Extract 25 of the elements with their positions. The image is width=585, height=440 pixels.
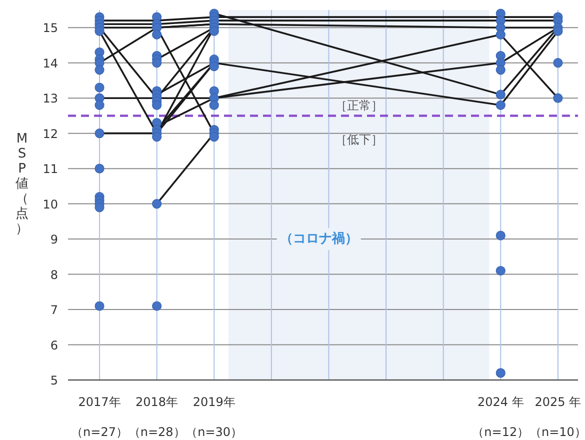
text: （n=28） <box>128 425 186 439</box>
x-tick-label: 2024 年 <box>477 395 524 409</box>
y-tick-label: 10 <box>42 197 58 212</box>
y-tick-label: 9 <box>50 232 58 247</box>
text: （n=12） <box>472 425 530 439</box>
x-tick-label: 2019年 <box>192 395 236 409</box>
text: （n=27） <box>71 425 128 439</box>
ref-line-label: ［正常］ <box>334 98 383 113</box>
y-tick-label: 5 <box>50 374 58 388</box>
text: （n=10） <box>529 425 585 439</box>
y-tick-label: 7 <box>50 303 58 318</box>
y-tick-label: 14 <box>42 56 58 70</box>
text: （n=30） <box>186 425 243 439</box>
x-tick-label: 2017年 <box>78 395 121 409</box>
annotation: ［低下］ <box>334 132 383 147</box>
y-tick-label: 11 <box>42 162 58 176</box>
y-tick-label: 12 <box>42 126 58 141</box>
band-label: （コロナ禍） <box>280 230 358 247</box>
y-tick-label: 13 <box>42 92 58 106</box>
x-tick-label: 2018年 <box>136 395 178 409</box>
y-tick-label: 8 <box>50 268 58 282</box>
y-tick-label: 6 <box>50 338 58 352</box>
y-tick-label: 15 <box>42 21 58 36</box>
x-tick-label: 2025 年 <box>534 395 582 409</box>
y-axis-title: MSP 値（点） <box>16 132 28 236</box>
